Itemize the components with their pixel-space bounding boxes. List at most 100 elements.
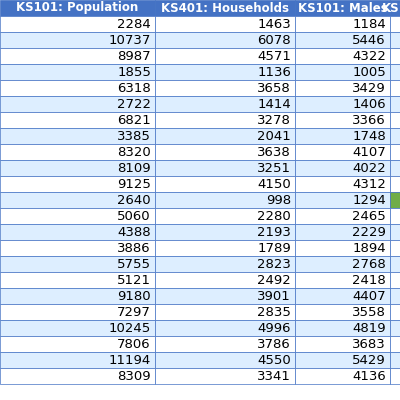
Bar xyxy=(390,112,400,128)
Bar xyxy=(155,0,295,16)
Bar xyxy=(155,112,295,128)
Bar xyxy=(390,16,400,32)
Text: 2768: 2768 xyxy=(352,258,386,270)
Text: 4388: 4388 xyxy=(117,226,151,238)
Bar xyxy=(295,96,390,112)
Bar xyxy=(0,16,155,32)
Text: 4996: 4996 xyxy=(258,322,291,334)
Text: 2280: 2280 xyxy=(257,210,291,222)
Bar xyxy=(0,64,155,80)
Bar xyxy=(0,272,155,288)
Bar xyxy=(0,224,155,240)
Bar xyxy=(390,144,400,160)
Bar xyxy=(155,96,295,112)
Text: 2284: 2284 xyxy=(117,18,151,30)
Bar xyxy=(390,32,400,48)
Bar xyxy=(295,48,390,64)
Bar xyxy=(155,320,295,336)
Text: 1294: 1294 xyxy=(352,194,386,206)
Bar xyxy=(295,224,390,240)
Text: 5755: 5755 xyxy=(117,258,151,270)
Text: 1789: 1789 xyxy=(257,242,291,254)
Text: 11194: 11194 xyxy=(109,354,151,366)
Text: 3786: 3786 xyxy=(257,338,291,350)
Text: 4819: 4819 xyxy=(352,322,386,334)
Bar xyxy=(155,240,295,256)
Bar xyxy=(155,128,295,144)
Bar xyxy=(390,128,400,144)
Text: 4150: 4150 xyxy=(257,178,291,190)
Text: 10737: 10737 xyxy=(109,34,151,46)
Bar xyxy=(390,304,400,320)
Bar xyxy=(295,128,390,144)
Bar xyxy=(295,352,390,368)
Bar xyxy=(0,80,155,96)
Text: 1406: 1406 xyxy=(352,98,386,110)
Bar xyxy=(390,48,400,64)
Text: 3683: 3683 xyxy=(352,338,386,350)
Bar xyxy=(155,48,295,64)
Bar xyxy=(295,112,390,128)
Text: 3638: 3638 xyxy=(257,146,291,158)
Text: 4550: 4550 xyxy=(257,354,291,366)
Bar xyxy=(390,192,400,208)
Bar xyxy=(295,256,390,272)
Bar xyxy=(0,112,155,128)
Bar xyxy=(390,80,400,96)
Bar xyxy=(155,304,295,320)
Bar xyxy=(295,320,390,336)
Bar xyxy=(390,208,400,224)
Bar xyxy=(390,288,400,304)
Bar xyxy=(0,288,155,304)
Bar xyxy=(155,160,295,176)
Text: 3366: 3366 xyxy=(352,114,386,126)
Bar xyxy=(295,304,390,320)
Text: 4322: 4322 xyxy=(352,50,386,62)
Text: 9125: 9125 xyxy=(117,178,151,190)
Text: 8320: 8320 xyxy=(117,146,151,158)
Bar xyxy=(390,240,400,256)
Bar xyxy=(155,208,295,224)
Text: 1463: 1463 xyxy=(257,18,291,30)
Text: KS101: Males: KS101: Males xyxy=(298,2,387,14)
Bar xyxy=(0,352,155,368)
Text: 4312: 4312 xyxy=(352,178,386,190)
Bar xyxy=(390,160,400,176)
Text: 4136: 4136 xyxy=(352,370,386,382)
Bar xyxy=(0,48,155,64)
Bar xyxy=(155,32,295,48)
Text: 1005: 1005 xyxy=(352,66,386,78)
Text: 2722: 2722 xyxy=(117,98,151,110)
Text: 2229: 2229 xyxy=(352,226,386,238)
Text: 3658: 3658 xyxy=(257,82,291,94)
Text: 3251: 3251 xyxy=(257,162,291,174)
Text: 2418: 2418 xyxy=(352,274,386,286)
Text: 3901: 3901 xyxy=(257,290,291,302)
Bar xyxy=(390,224,400,240)
Text: 5060: 5060 xyxy=(117,210,151,222)
Bar xyxy=(155,16,295,32)
Bar xyxy=(295,192,390,208)
Text: KS401: Households: KS401: Households xyxy=(161,2,289,14)
Bar xyxy=(295,144,390,160)
Bar xyxy=(390,96,400,112)
Text: 8109: 8109 xyxy=(117,162,151,174)
Text: 2465: 2465 xyxy=(352,210,386,222)
Text: 1855: 1855 xyxy=(117,66,151,78)
Bar xyxy=(295,336,390,352)
Bar xyxy=(155,288,295,304)
Text: 5429: 5429 xyxy=(352,354,386,366)
Bar xyxy=(0,304,155,320)
Text: 4571: 4571 xyxy=(257,50,291,62)
Text: 4407: 4407 xyxy=(352,290,386,302)
Text: 5446: 5446 xyxy=(352,34,386,46)
Text: 998: 998 xyxy=(266,194,291,206)
Bar xyxy=(0,96,155,112)
Text: 6318: 6318 xyxy=(117,82,151,94)
Bar xyxy=(155,368,295,384)
Bar xyxy=(0,192,155,208)
Text: 1748: 1748 xyxy=(352,130,386,142)
Text: 3886: 3886 xyxy=(117,242,151,254)
Text: 2193: 2193 xyxy=(257,226,291,238)
Bar xyxy=(295,176,390,192)
